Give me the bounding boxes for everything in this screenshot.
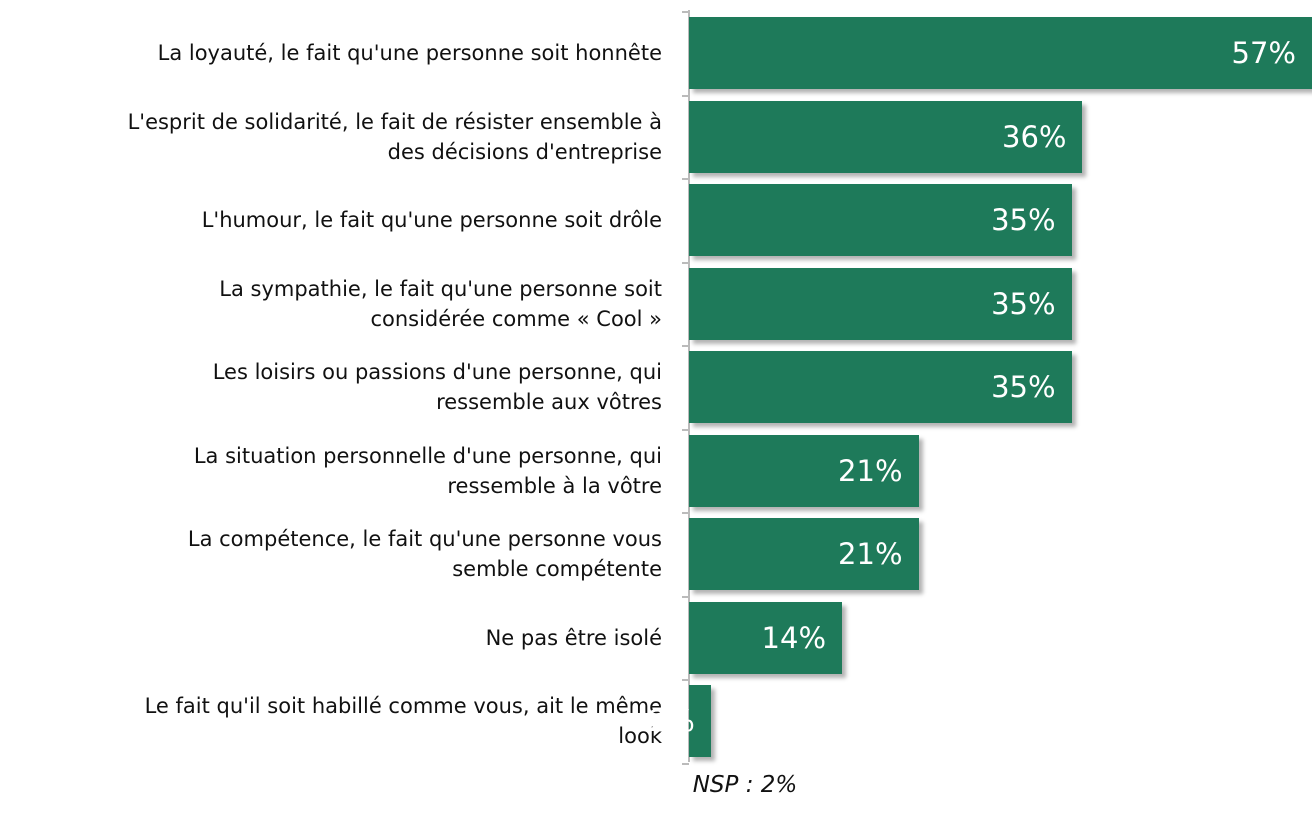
bar — [689, 518, 919, 590]
axis-tick — [682, 178, 689, 180]
value-label: 21% — [838, 453, 903, 488]
axis-tick — [682, 512, 689, 514]
axis-tick — [682, 94, 689, 97]
axis-tick — [682, 428, 689, 431]
category-label: L'esprit de solidarité, le fait de résis… — [127, 109, 662, 164]
value-label: 35% — [991, 203, 1056, 237]
bar — [689, 100, 1083, 173]
category-label: Les loisirs ou passions d'une personne, … — [212, 360, 662, 414]
axis-tick — [682, 11, 689, 13]
value-label: 2% — [648, 704, 695, 738]
value-label: 35% — [991, 370, 1056, 404]
value-label: 35% — [991, 286, 1056, 321]
category-label: La situation personnelle d'une personne,… — [193, 443, 662, 498]
bar — [689, 434, 919, 507]
bar — [689, 184, 1072, 256]
bar — [689, 601, 843, 674]
axis-tick — [682, 679, 689, 681]
axis-tick — [682, 762, 689, 765]
bar — [689, 685, 711, 757]
category-label: Ne pas être isolé — [485, 625, 662, 650]
value-label: 21% — [838, 537, 903, 571]
value-label: 14% — [761, 620, 827, 655]
bar — [689, 351, 1072, 423]
axis-tick — [682, 595, 689, 598]
category-label: L'humour, le fait qu'une personne soit d… — [201, 208, 662, 232]
category-label: La compétence, le fait qu'une personne v… — [187, 527, 662, 581]
annotation: NSP : 2% — [692, 772, 798, 798]
axis-tick — [682, 345, 689, 347]
bar — [689, 17, 1312, 89]
category-label: Le fait qu'il soit habillé comme vous, a… — [144, 694, 662, 748]
bar — [689, 267, 1072, 340]
axis-tick — [682, 261, 689, 264]
category-label: La sympathie, le fait qu'une personne so… — [219, 276, 662, 331]
value-label: 57% — [1231, 36, 1296, 70]
category-label: La loyauté, le fait qu'une personne soit… — [157, 41, 662, 65]
value-label: 36% — [1002, 119, 1067, 154]
